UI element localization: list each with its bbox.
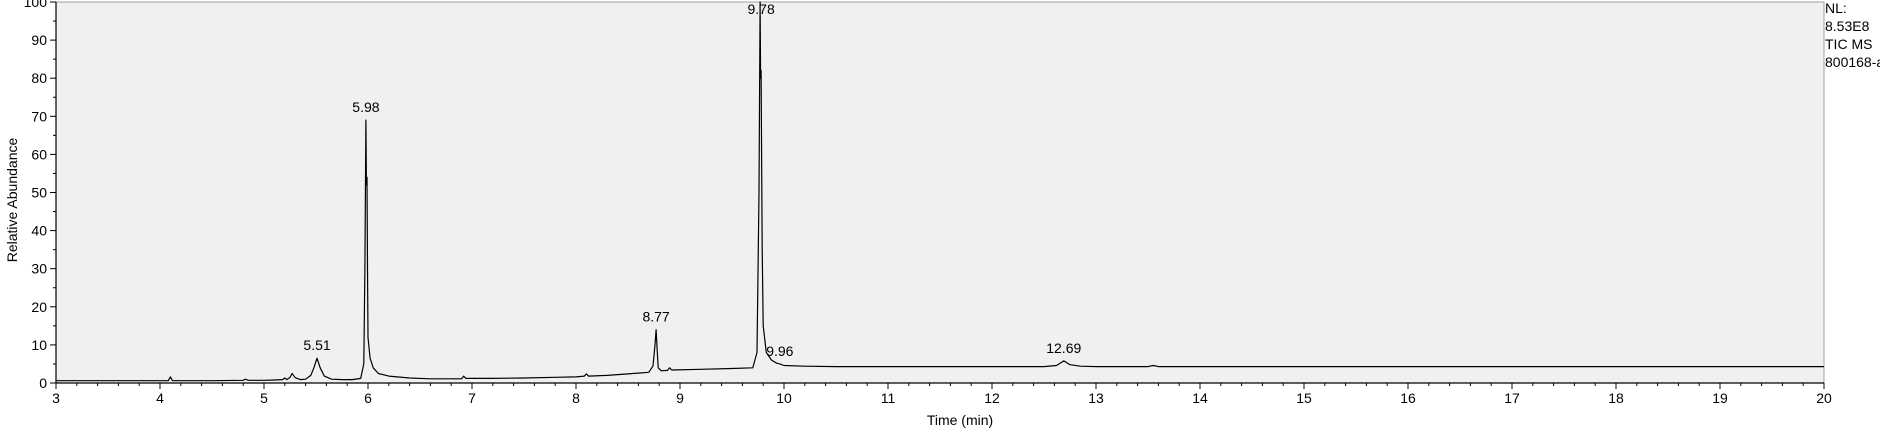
y-tick-label: 100 (24, 0, 48, 10)
x-tick-label: 9 (676, 390, 684, 406)
x-axis-label: Time (min) (927, 412, 993, 428)
info-block: NL: 8.53E8 TIC MS 800168-a (1825, 0, 1880, 70)
x-tick-label: 3 (52, 390, 60, 406)
plot-area (55, 1, 1825, 384)
x-tick-label: 7 (468, 390, 476, 406)
y-tick-label: 0 (39, 375, 47, 391)
peak-label: 12.69 (1046, 340, 1081, 356)
x-tick-label: 10 (776, 390, 792, 406)
peak-label: 8.77 (642, 309, 669, 325)
y-axis-label: Relative Abundance (4, 138, 20, 263)
x-tick-label: 6 (364, 390, 372, 406)
info-line: NL: (1825, 0, 1847, 16)
x-tick-label: 17 (1504, 390, 1520, 406)
info-line: 8.53E8 (1825, 18, 1870, 34)
x-tick-label: 18 (1608, 390, 1624, 406)
y-tick-label: 30 (31, 261, 47, 277)
y-tick-label: 60 (31, 146, 47, 162)
x-tick-label: 8 (572, 390, 580, 406)
x-tick-label: 14 (1192, 390, 1208, 406)
y-tick-label: 90 (31, 32, 47, 48)
x-tick-label: 13 (1088, 390, 1104, 406)
x-tick-label: 16 (1400, 390, 1416, 406)
y-tick-label: 40 (31, 223, 47, 239)
y-tick-label: 10 (31, 337, 47, 353)
peak-label: 9.78 (747, 1, 774, 17)
x-tick-label: 4 (156, 390, 164, 406)
info-line: 800168-a (1825, 54, 1880, 70)
y-tick-label: 20 (31, 299, 47, 315)
x-tick-label: 15 (1296, 390, 1312, 406)
peak-label: 5.98 (352, 99, 379, 115)
x-tick-label: 19 (1712, 390, 1728, 406)
y-tick-label: 80 (31, 70, 47, 86)
x-tick-label: 5 (260, 390, 268, 406)
x-tick-label: 11 (881, 390, 896, 406)
peak-label: 9.96 (766, 343, 793, 359)
y-tick-label: 70 (31, 108, 47, 124)
chromatogram-trace (56, 1, 1824, 382)
x-tick-label: 20 (1816, 390, 1832, 406)
y-tick-label: 50 (31, 185, 47, 201)
info-line: TIC MS (1825, 36, 1872, 52)
peak-label: 5.51 (303, 337, 330, 353)
x-tick-label: 12 (984, 390, 1000, 406)
